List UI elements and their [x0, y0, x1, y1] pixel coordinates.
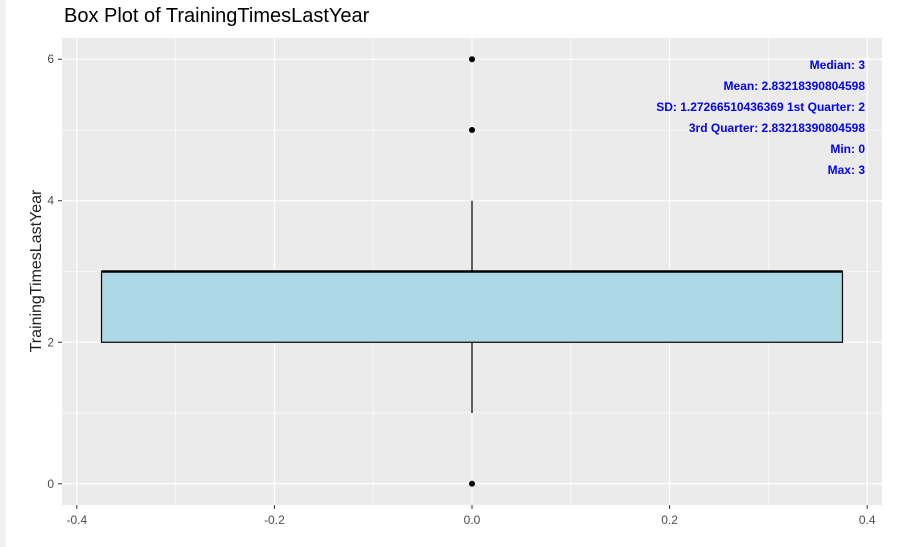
stat-annotation: SD: 1.27266510436369 1st Quarter: 2	[656, 100, 865, 114]
outlier-point	[469, 480, 475, 487]
stat-annotation: Min: 0	[830, 142, 865, 156]
y-tick-label: 2	[47, 335, 54, 349]
outlier-point	[469, 126, 475, 133]
chart-title: Box Plot of TrainingTimesLastYear	[64, 5, 370, 27]
stat-annotation: Mean: 2.83218390804598	[724, 79, 866, 93]
stat-annotation: Median: 3	[810, 58, 866, 72]
window-edge	[0, 0, 6, 547]
outlier-point	[469, 56, 475, 63]
y-tick-label: 6	[47, 52, 54, 66]
x-tick-label: -0.2	[264, 513, 285, 527]
x-tick-label: 0.4	[859, 513, 876, 527]
x-tick-label: 0.2	[661, 513, 678, 527]
x-tick-label: 0.0	[464, 513, 481, 527]
stat-annotation: 3rd Quarter: 2.83218390804598	[689, 121, 865, 135]
y-tick-label: 0	[47, 477, 54, 491]
stat-annotation: Max: 3	[828, 163, 866, 177]
iqr-box	[100, 270, 844, 343]
x-tick-label: -0.4	[66, 513, 87, 527]
y-tick-label: 4	[47, 194, 54, 208]
